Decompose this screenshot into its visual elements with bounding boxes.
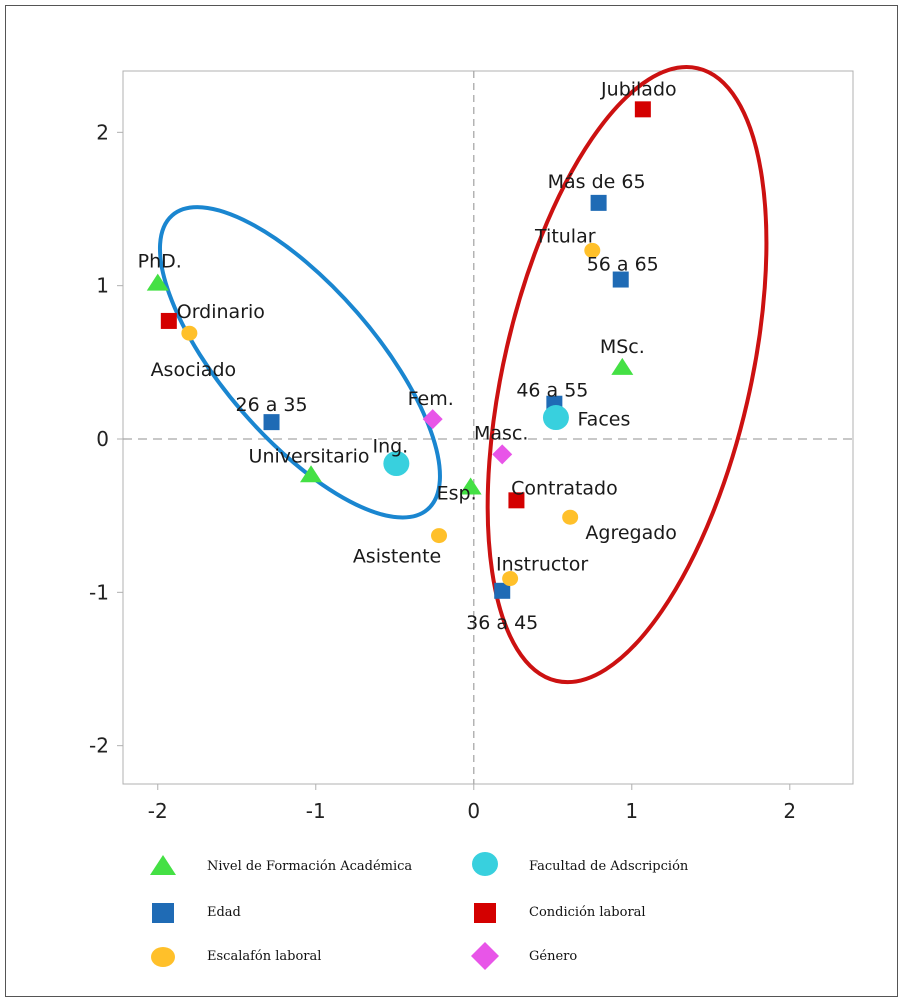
label-56-a-65: 56 a 65 bbox=[587, 254, 659, 276]
point-ordinario bbox=[160, 312, 177, 329]
label-ordinario: Ordinario bbox=[177, 301, 265, 323]
label-titular: Titular bbox=[534, 225, 596, 247]
x-tick-label: 2 bbox=[783, 799, 796, 823]
data-points bbox=[146, 101, 651, 599]
legend-label-edad: Edad bbox=[207, 905, 241, 920]
label-masc: Masc. bbox=[474, 422, 528, 444]
point-contratado bbox=[508, 492, 525, 509]
point-masc bbox=[492, 444, 513, 465]
point-fem bbox=[422, 409, 443, 430]
point-instructor bbox=[502, 571, 519, 587]
axes-group: -2 -1 0 1 2 2 1 0 -1 -2 bbox=[89, 120, 796, 823]
label-asociado: Asociado bbox=[151, 359, 237, 381]
legend-label-condicion-laboral: Condición laboral bbox=[529, 905, 646, 920]
x-tick-label: -2 bbox=[148, 799, 168, 823]
plot-area bbox=[122, 70, 854, 785]
label-asistente: Asistente bbox=[353, 546, 441, 568]
legend-label-genero: Género bbox=[529, 949, 577, 964]
legend-marker-nivel-de-formacion-academica bbox=[150, 855, 176, 875]
legend-marker-escalafon-laboral bbox=[151, 947, 175, 967]
point-36-a-45 bbox=[494, 582, 511, 599]
label-instructor: Instructor bbox=[496, 554, 588, 576]
label-46-a-55: 46 a 55 bbox=[516, 380, 588, 402]
label-universitario: Universitario bbox=[249, 445, 370, 467]
x-tick-label: 0 bbox=[467, 799, 480, 823]
x-tick-label: 1 bbox=[625, 799, 638, 823]
y-tick-label: -2 bbox=[89, 734, 109, 758]
red-highlight-ellipse bbox=[485, 65, 769, 685]
point-agregado bbox=[562, 509, 579, 525]
point-phd bbox=[146, 273, 169, 291]
legend-marker-genero bbox=[471, 942, 499, 970]
label-26-a-35: 26 a 35 bbox=[235, 394, 307, 416]
label-ing: Ing. bbox=[372, 436, 408, 458]
label-jubilado: Jubilado bbox=[600, 78, 677, 100]
legend-marker-condicion-laboral bbox=[474, 903, 496, 923]
legend: Nivel de Formación Académica Facultad de … bbox=[150, 852, 689, 970]
point-mas-de-65 bbox=[590, 194, 607, 211]
label-msc: MSc. bbox=[600, 336, 645, 358]
legend-marker-facultad-de-adscripcion bbox=[472, 852, 498, 876]
point-jubilado bbox=[634, 101, 651, 118]
y-tick-label: 0 bbox=[96, 427, 109, 451]
point-universitario bbox=[300, 465, 323, 483]
label-agregado: Agregado bbox=[585, 522, 677, 544]
label-faces: Faces bbox=[578, 409, 631, 431]
x-tick-label: -1 bbox=[306, 799, 326, 823]
label-fem: Fem. bbox=[408, 388, 454, 410]
y-tick-label: 2 bbox=[96, 120, 109, 144]
point-faces bbox=[542, 405, 569, 431]
point-ing bbox=[383, 451, 410, 477]
legend-label-escalafon-laboral: Escalafón laboral bbox=[207, 949, 321, 964]
point-56-a-65 bbox=[612, 271, 629, 288]
legend-label-facultad-de-adscripcion: Facultad de Adscripción bbox=[529, 859, 689, 874]
highlight-ellipses bbox=[157, 65, 769, 685]
point-26-a-35 bbox=[263, 414, 280, 431]
y-tick-label: 1 bbox=[96, 274, 109, 298]
chart-frame bbox=[5, 5, 898, 997]
legend-label-nivel-de-formacion-academica: Nivel de Formación Académica bbox=[207, 859, 412, 874]
label-36-a-45: 36 a 45 bbox=[466, 612, 538, 634]
point-msc bbox=[611, 357, 634, 375]
label-mas-de-65: Más de 65 bbox=[548, 171, 646, 193]
point-titular bbox=[584, 242, 601, 258]
reference-lines bbox=[123, 71, 853, 784]
legend-marker-edad bbox=[152, 903, 174, 923]
point-labels: PhD. MSc. Universitario Esp. Más de 65 56 a 6… bbox=[138, 78, 677, 633]
point-asociado bbox=[181, 325, 198, 341]
blue-highlight-ellipse bbox=[157, 205, 442, 520]
label-phd: PhD. bbox=[138, 251, 182, 273]
point-esp bbox=[459, 477, 482, 495]
y-tick-label: -1 bbox=[89, 580, 109, 604]
point-asistente bbox=[431, 528, 448, 544]
label-contratado: Contratado bbox=[511, 477, 618, 499]
label-esp: Esp. bbox=[437, 483, 477, 505]
